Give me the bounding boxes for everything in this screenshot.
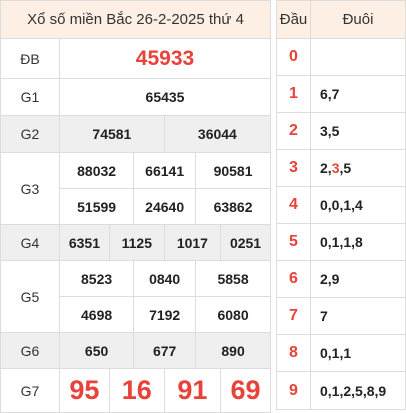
g3-number: 24640	[133, 188, 197, 225]
g3-number: 90581	[195, 152, 271, 189]
dau-digit: 6	[276, 260, 311, 298]
dau-duoi-table: Đầu Đuôi 0 1 6,7 2 3,5 3 2,3,5 4 0,0,1,4…	[276, 0, 406, 410]
results-title: Xổ số miền Bắc 26-2-2025 thứ 4	[0, 0, 271, 39]
dau-digit: 5	[276, 223, 311, 261]
g4-number: 6351	[59, 224, 110, 261]
duoi-values: 2,9	[310, 260, 406, 298]
duoi-values: 2,3,5	[310, 149, 406, 187]
duoi-values: 6,7	[310, 75, 406, 113]
prize-label-g3: G3	[0, 152, 60, 225]
g5-number: 5858	[195, 260, 271, 297]
prize-label-db: ĐB	[0, 38, 60, 79]
duoi-value-highlight: 3	[331, 160, 340, 176]
dau-digit: 4	[276, 186, 311, 224]
g2-number: 36044	[163, 115, 272, 153]
g3-number: 88032	[58, 152, 135, 189]
dau-header: Đầu	[276, 0, 311, 39]
dau-digit: 8	[276, 334, 311, 372]
g2-number: 74581	[59, 115, 165, 153]
g7-number: 16	[108, 368, 165, 413]
special-prize-number: 45933	[59, 38, 271, 79]
prize-label-g5: G5	[0, 260, 60, 333]
g3-number: 51599	[58, 188, 135, 225]
g5-number: 0840	[133, 260, 197, 297]
prize-label-g6: G6	[0, 332, 60, 369]
g6-number: 650	[58, 332, 135, 369]
dau-digit: 0	[276, 38, 311, 76]
duoi-value: 2,	[320, 160, 332, 176]
g1-number: 65435	[59, 78, 271, 116]
dau-digit: 3	[276, 149, 311, 187]
g3-number: 63862	[195, 188, 271, 225]
results-table: Xổ số miền Bắc 26-2-2025 thứ 4 ĐB 45933 …	[0, 0, 272, 413]
prize-label-g4: G4	[0, 224, 60, 261]
g7-number: 69	[220, 368, 271, 413]
dau-digit: 7	[276, 297, 311, 335]
dau-digit: 1	[276, 75, 311, 113]
g5-number: 6080	[195, 296, 271, 333]
dau-digit: 9	[276, 371, 311, 410]
prize-label-g1: G1	[0, 78, 60, 116]
g7-number: 91	[163, 368, 222, 413]
g5-number: 7192	[133, 296, 197, 333]
g7-number: 95	[59, 368, 110, 413]
duoi-values: 0,1,1	[310, 334, 406, 372]
prize-label-g7: G7	[0, 368, 60, 413]
duoi-values: 0,1,1,8	[310, 223, 406, 261]
duoi-values: 7	[310, 297, 406, 335]
duoi-header: Đuôi	[310, 0, 406, 39]
g5-number: 4698	[58, 296, 135, 333]
g4-number: 1017	[163, 224, 222, 261]
duoi-values: 0,1,2,5,8,9	[310, 371, 406, 410]
duoi-values: 0,0,1,4	[310, 186, 406, 224]
g4-number: 1125	[108, 224, 165, 261]
prize-label-g2: G2	[0, 115, 60, 153]
g6-number: 677	[133, 332, 197, 369]
duoi-values: 3,5	[310, 112, 406, 150]
g5-number: 8523	[58, 260, 135, 297]
duoi-values	[310, 38, 406, 76]
duoi-value: ,5	[339, 160, 352, 176]
g4-number: 0251	[220, 224, 271, 261]
g3-number: 66141	[133, 152, 197, 189]
dau-digit: 2	[276, 112, 311, 150]
g6-number: 890	[195, 332, 271, 369]
